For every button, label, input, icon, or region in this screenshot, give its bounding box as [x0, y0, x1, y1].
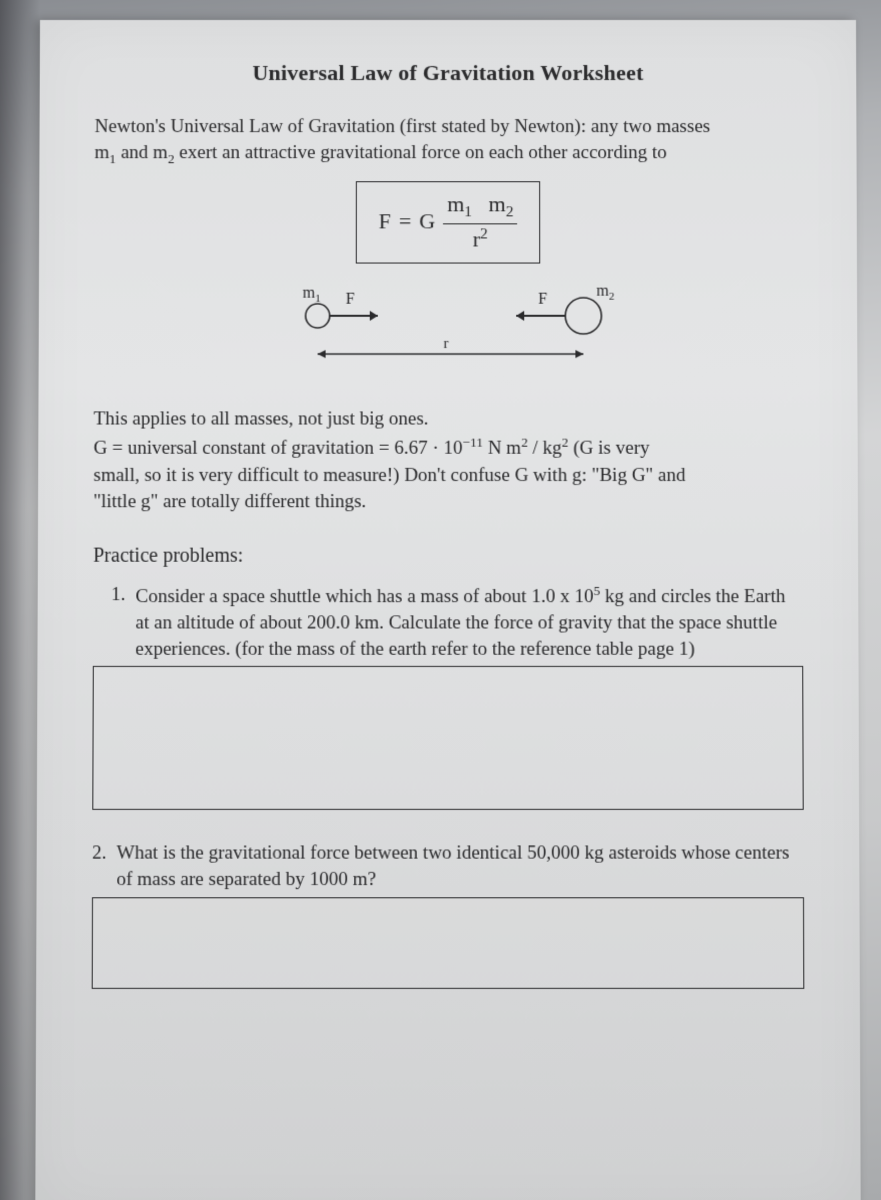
problem-1-text: Consider a space shuttle which has a mas…	[135, 582, 803, 662]
answer-box-2[interactable]	[92, 897, 805, 989]
r-label: r	[443, 336, 448, 352]
explain-l4: "little g" are totally different things.	[93, 492, 366, 513]
explain-G-units-exp2: 2	[562, 435, 569, 450]
practice-heading: Practice problems:	[93, 545, 803, 568]
explain-G-pre: G = universal constant of gravitation = …	[93, 438, 462, 459]
formula-fraction: m1 m2 r2	[443, 193, 517, 251]
formula-eq: =	[399, 209, 411, 235]
intro-post: exert an attractive gravitational force …	[174, 142, 666, 163]
r-arrowhead-left	[318, 350, 326, 358]
m2-label: m2	[596, 283, 614, 303]
explanation-paragraph: This applies to all masses, not just big…	[93, 407, 802, 517]
answer-box-1[interactable]	[92, 666, 803, 810]
explain-G-post: (G is very	[568, 438, 649, 459]
formula-container: F = G m1 m2 r2	[94, 182, 802, 264]
m1-label: m1	[303, 285, 321, 305]
mass2-circle	[565, 298, 601, 334]
formula-m1: m	[447, 192, 464, 217]
formula-r: r	[473, 227, 480, 252]
formula-m2: m	[489, 192, 506, 217]
explain-G-units-exp1: 2	[521, 435, 528, 450]
formula-m2-sub: 2	[506, 204, 514, 221]
intro-paragraph: Newton's Universal Law of Gravitation (f…	[94, 114, 801, 167]
problem-2-number: 2.	[92, 841, 107, 893]
explain-l1: This applies to all masses, not just big…	[94, 409, 429, 430]
F-label-right: F	[538, 291, 547, 308]
formula-box: F = G m1 m2 r2	[355, 182, 540, 264]
force-arrowhead-right	[516, 311, 524, 321]
formula-F: F	[378, 209, 390, 235]
intro-line1: Newton's Universal Law of Gravitation (f…	[95, 116, 711, 137]
photo-edge-shadow	[0, 0, 40, 1200]
explain-l3: small, so it is very difficult to measur…	[93, 465, 685, 486]
formula-m1-sub: 1	[464, 204, 472, 221]
diagram-svg: m1 F m2 F r	[247, 276, 648, 372]
mass-diagram: m1 F m2 F r	[94, 276, 802, 377]
mass1-circle	[306, 304, 330, 328]
worksheet-page: Universal Law of Gravitation Worksheet N…	[35, 20, 860, 1200]
r-arrowhead-right	[575, 350, 583, 358]
intro-m1-pre: m	[95, 142, 110, 163]
problem-1-number: 1.	[111, 582, 126, 662]
explain-G-exp: −11	[463, 435, 483, 450]
formula-r-exp: 2	[480, 225, 488, 242]
problem-1-pre: Consider a space shuttle which has a mas…	[135, 586, 593, 607]
force-arrowhead-left	[370, 311, 378, 321]
explain-G-units-pre: N m	[483, 438, 521, 459]
problem-1: 1. Consider a space shuttle which has a …	[93, 582, 803, 662]
problem-2: 2. What is the gravitational force betwe…	[92, 841, 804, 893]
problem-2-text: What is the gravitational force between …	[116, 841, 804, 893]
page-title: Universal Law of Gravitation Worksheet	[95, 60, 801, 86]
intro-mid: and m	[116, 142, 168, 163]
explain-G-units-mid: / kg	[528, 438, 562, 459]
formula-G: G	[419, 209, 435, 235]
F-label-left: F	[346, 291, 355, 308]
